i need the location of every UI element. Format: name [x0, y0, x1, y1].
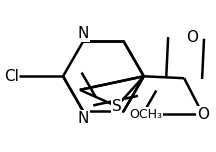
Text: O: O: [197, 107, 209, 122]
Text: N: N: [78, 111, 89, 126]
Text: Cl: Cl: [4, 69, 19, 84]
Text: O: O: [186, 30, 198, 45]
Text: S: S: [112, 99, 122, 114]
Text: N: N: [78, 26, 89, 41]
Text: OCH₃: OCH₃: [129, 108, 162, 121]
